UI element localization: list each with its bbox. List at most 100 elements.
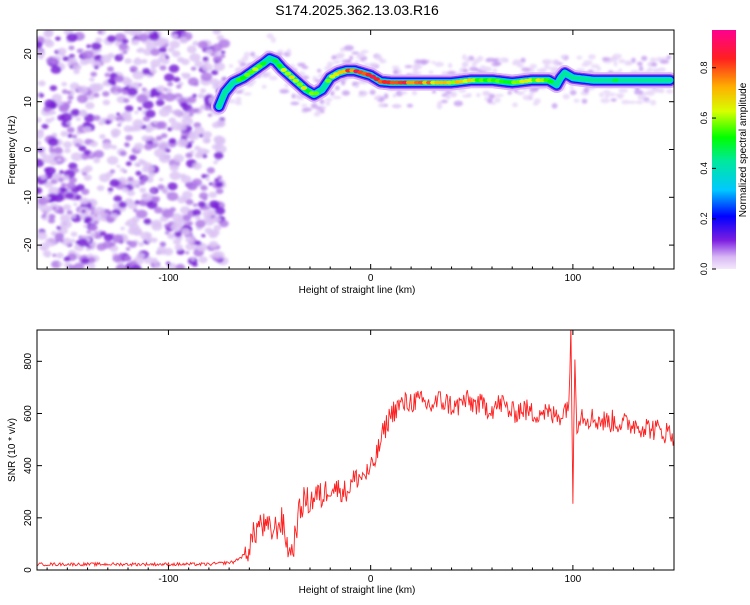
noise-blob: [125, 247, 131, 251]
halo-speck: [326, 61, 334, 67]
noise-blob: [133, 208, 138, 213]
noise-blob: [122, 50, 128, 55]
noise-blob: [138, 33, 149, 42]
noise-blob: [143, 176, 148, 180]
noise-blob: [87, 90, 93, 95]
noise-blob: [62, 56, 69, 62]
noise-blob: [206, 167, 215, 174]
ridge-core: [240, 75, 247, 80]
noise-blob: [169, 171, 181, 181]
noise-blob: [138, 242, 145, 247]
noise-blob: [93, 220, 99, 225]
noise-blob: [167, 47, 175, 53]
halo-speck: [412, 67, 418, 72]
noise-blob: [127, 176, 134, 182]
halo-speck: [228, 64, 234, 68]
noise-blob: [155, 99, 165, 107]
noise-blob: [81, 209, 86, 213]
halo-speck: [562, 93, 570, 100]
noise-blob: [124, 221, 130, 226]
noise-blob: [112, 254, 123, 263]
noise-blob: [99, 134, 106, 140]
noise-blob: [139, 160, 148, 166]
noise-blob: [68, 177, 77, 184]
noise-blob: [60, 112, 73, 122]
noise-blob: [73, 262, 85, 269]
y-tick-label: 20: [23, 48, 34, 60]
noise-blob: [107, 113, 116, 121]
halo-speck: [310, 103, 318, 109]
halo-speck: [341, 81, 346, 86]
halo-speck: [445, 94, 451, 100]
halo-speck: [354, 83, 359, 89]
noise-blob: [55, 36, 61, 41]
noise-blob: [71, 134, 78, 139]
y-tick-label: 400: [23, 457, 34, 474]
halo-speck: [415, 59, 425, 64]
ridge-core: [260, 61, 267, 66]
noise-blob: [67, 95, 74, 100]
noise-blob: [202, 210, 213, 219]
noise-blob: [145, 109, 156, 118]
noise-blob: [194, 215, 201, 220]
noise-blob: [61, 82, 67, 87]
noise-blob: [214, 144, 227, 154]
noise-blob: [208, 191, 217, 198]
noise-blob: [73, 202, 78, 206]
noise-blob: [106, 216, 115, 223]
noise-blob: [69, 54, 75, 59]
noise-blob: [176, 84, 182, 89]
halo-speck: [602, 90, 611, 94]
noise-blob: [89, 140, 98, 147]
noise-blob: [78, 145, 87, 152]
noise-blob: [168, 138, 177, 144]
noise-blob: [70, 231, 78, 237]
colorbar-label: Normalized spectral amplitude: [738, 82, 749, 217]
halo-speck: [621, 100, 630, 105]
noise-blob: [134, 162, 140, 167]
noise-blob: [123, 255, 132, 262]
noise-blob: [86, 44, 92, 49]
ridge-core: [256, 64, 263, 69]
noise-blob: [159, 154, 171, 164]
noise-blob: [66, 127, 75, 133]
noise-blob: [152, 197, 160, 203]
noise-region: [37, 30, 230, 269]
noise-blob: [86, 230, 92, 234]
noise-blob: [51, 260, 62, 269]
noise-blob: [165, 56, 170, 60]
halo-speck: [503, 58, 509, 63]
halo-speck: [445, 90, 453, 94]
noise-blob: [118, 43, 129, 51]
noise-blob: [161, 133, 168, 139]
noise-blob: [150, 237, 158, 243]
noise-blob: [187, 77, 199, 86]
chart-title: S174.2025.362.13.03.R16: [275, 2, 439, 18]
noise-blob: [45, 196, 51, 201]
noise-blob: [205, 177, 210, 181]
x-tick-label: -100: [158, 574, 178, 585]
noise-blob: [60, 188, 66, 192]
halo-speck: [331, 55, 337, 60]
noise-blob: [138, 200, 146, 206]
noise-blob: [82, 50, 94, 60]
noise-blob: [213, 151, 224, 160]
noise-blob: [83, 149, 91, 156]
halo-speck: [492, 58, 499, 63]
halo-speck: [581, 98, 588, 104]
spectrogram-plot-area: [37, 30, 674, 269]
noise-blob: [37, 187, 43, 195]
noise-blob: [89, 232, 97, 238]
halo-speck: [341, 90, 350, 96]
noise-blob: [144, 143, 153, 151]
halo-speck: [297, 62, 306, 67]
noise-blob: [111, 132, 119, 138]
halo-speck: [551, 103, 558, 109]
noise-blob: [63, 141, 72, 149]
noise-blob: [125, 161, 132, 166]
noise-blob: [82, 121, 91, 128]
noise-blob: [133, 142, 144, 151]
noise-blob: [126, 190, 136, 197]
noise-blob: [121, 180, 127, 185]
noise-blob: [129, 30, 138, 37]
